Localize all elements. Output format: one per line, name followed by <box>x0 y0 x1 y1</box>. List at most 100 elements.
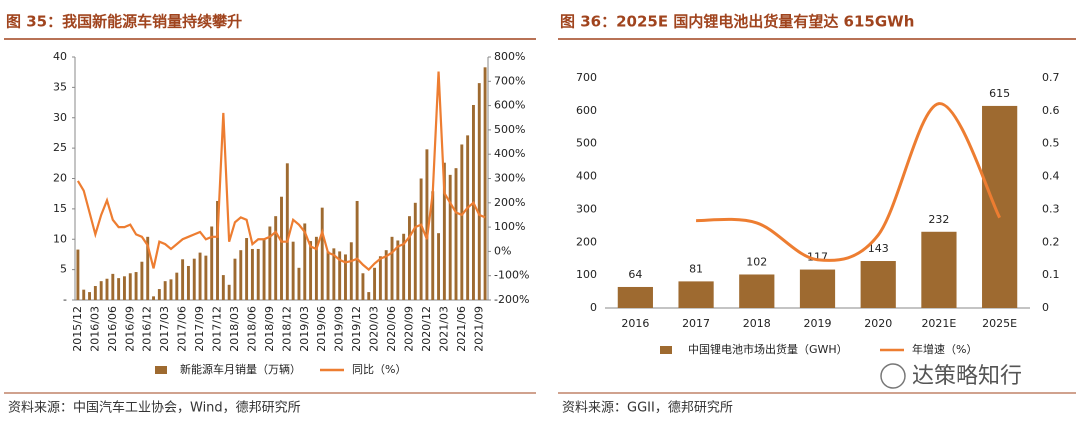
bar <box>326 251 330 300</box>
bar <box>483 67 487 300</box>
bar <box>460 144 464 300</box>
x-tick-label: 2020/06 <box>385 306 398 352</box>
line <box>76 71 486 272</box>
bar <box>466 135 470 300</box>
x-tick-label: 2017/03 <box>158 306 171 352</box>
bar <box>181 259 185 300</box>
y2-tick-label: 100% <box>494 220 525 233</box>
y-tick-label: 15 <box>53 202 67 215</box>
bar <box>921 231 957 308</box>
x-tick-label: 2017 <box>682 317 710 330</box>
y2-tick-label: 0.6 <box>1042 104 1060 117</box>
bar <box>982 105 1018 308</box>
y-tick-label: 35 <box>53 80 67 93</box>
y2-tick-label: 400% <box>494 147 525 160</box>
x-tick-label: 2018/06 <box>245 306 258 352</box>
bar <box>338 251 342 300</box>
x-tick-label: 2021/06 <box>455 306 468 352</box>
x-tick-label: 2020/12 <box>420 306 433 352</box>
x-tick-label: 2019/06 <box>315 306 328 352</box>
y2-tick-label: 0.5 <box>1042 137 1060 150</box>
bar <box>256 248 260 300</box>
line <box>696 102 1001 262</box>
bar <box>431 191 435 300</box>
bar <box>314 236 318 300</box>
bar <box>297 267 301 300</box>
bar <box>373 267 377 300</box>
x-tick-label: 2016 <box>621 317 649 330</box>
bar <box>332 248 336 300</box>
watermark: 达策略知行 <box>912 364 1022 389</box>
bar <box>425 149 429 300</box>
y2-tick-label: 200% <box>494 196 525 209</box>
bar <box>111 273 115 300</box>
bar <box>146 236 150 300</box>
bar <box>262 238 266 300</box>
bar <box>99 281 103 300</box>
x-tick-label: 2020 <box>864 317 892 330</box>
y-tick-label: 10 <box>53 232 67 245</box>
y-tick-label: 300 <box>576 202 597 215</box>
bar <box>799 269 836 308</box>
y2-tick-label: 0.3 <box>1042 202 1060 215</box>
legend-label: 新能源车月销量（万辆） <box>180 362 301 376</box>
y2-tick-label: 700% <box>494 74 525 87</box>
bar <box>157 289 161 300</box>
y2-tick-label: -100% <box>494 269 529 282</box>
x-tick-label: 2016/03 <box>88 306 101 352</box>
x-tick-label: 2016/12 <box>141 306 154 352</box>
value-label: 143 <box>868 242 889 255</box>
y-tick-label: 200 <box>576 235 597 248</box>
bar <box>361 273 365 300</box>
bar <box>210 226 214 300</box>
bar <box>384 250 388 300</box>
bar <box>285 163 289 300</box>
x-tick-label: 2017/12 <box>211 306 224 352</box>
bar <box>274 216 278 300</box>
bar <box>128 273 132 300</box>
bar <box>408 216 411 300</box>
value-label: 81 <box>689 262 703 275</box>
bar <box>163 281 167 300</box>
bar <box>349 242 353 300</box>
y2-tick-label: 0.7 <box>1042 71 1060 84</box>
bar <box>437 233 441 300</box>
value-label: 232 <box>928 213 949 226</box>
y-tick-label: 500 <box>576 137 597 150</box>
bar <box>280 196 283 300</box>
y-tick-label: - <box>63 293 67 306</box>
y2-tick-label: 800% <box>494 50 525 63</box>
bar <box>303 223 307 300</box>
bar <box>117 278 121 300</box>
legend-swatch <box>660 346 672 354</box>
bar <box>378 256 382 300</box>
x-tick-label: 2019 <box>804 317 832 330</box>
legend-label: 中国锂电池市场出货量（GWH） <box>688 342 848 356</box>
y2-tick-label: 0.2 <box>1042 235 1060 248</box>
y-tick-label: 0 <box>590 301 597 314</box>
bar <box>860 261 896 308</box>
bar <box>239 250 243 300</box>
bar <box>344 254 347 300</box>
x-tick-label: 2015/12 <box>71 306 84 352</box>
y-tick-label: 5 <box>60 263 67 276</box>
x-tick-label: 2018/03 <box>228 306 241 352</box>
x-tick-label: 2025E <box>982 317 1017 330</box>
bar <box>233 258 237 300</box>
bar <box>419 178 423 300</box>
y2-tick-label: 0 <box>1042 301 1049 314</box>
bar <box>448 174 452 300</box>
y-tick-label: 25 <box>53 141 67 154</box>
bar <box>175 272 179 300</box>
bar <box>122 276 126 300</box>
legend-label: 年增速（%） <box>912 342 977 356</box>
x-tick-label: 2020/09 <box>402 306 415 352</box>
bar <box>105 278 109 300</box>
bar <box>250 248 254 300</box>
bar <box>617 286 653 308</box>
y-tick-label: 600 <box>576 104 597 117</box>
bar <box>739 274 775 308</box>
chart-title: 图 35：我国新能源车销量持续攀升 <box>6 13 242 31</box>
bar <box>152 296 155 300</box>
bar <box>454 168 458 300</box>
